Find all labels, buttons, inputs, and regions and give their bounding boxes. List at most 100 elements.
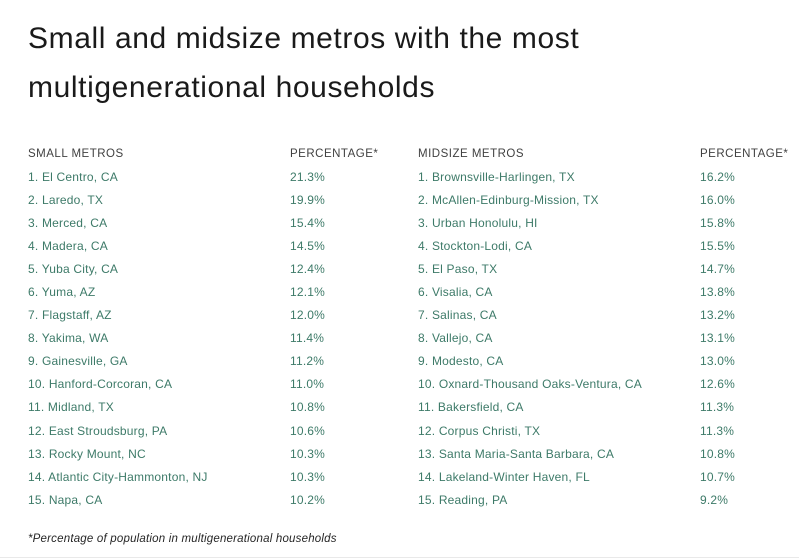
percentage-value: 13.0% <box>700 354 736 369</box>
percentage-value: 11.2% <box>290 354 325 369</box>
table-row: 5. Yuba City, CA 12.4% <box>28 257 418 280</box>
table-row: 2. McAllen-Edinburg-Mission, TX 16.0% <box>418 188 788 211</box>
percentage-value: 12.4% <box>290 261 326 276</box>
metro-label: 14. Atlantic City-Hammonton, NJ <box>28 469 208 484</box>
table-row: 8. Yakima, WA 11.4% <box>28 327 418 350</box>
footnote: *Percentage of population in multigenera… <box>28 533 337 546</box>
midsize-metros-table-header: MIDSIZE METROS PERCENTAGE* <box>418 142 788 165</box>
percentage-value: 9.2% <box>700 492 729 507</box>
metro-label: 15. Reading, PA <box>418 492 508 507</box>
metro-label: 5. El Paso, TX <box>418 261 498 276</box>
small-metros-table-header: SMALL METROS PERCENTAGE* <box>28 142 418 165</box>
small-metros-table-body: 1. El Centro, CA 21.3% 2. Laredo, TX 19.9% 3… <box>28 165 418 511</box>
percentage-value: 11.3% <box>700 423 735 438</box>
metro-label: 7. Flagstaff, AZ <box>28 308 112 323</box>
percentage-value: 14.7% <box>700 261 736 276</box>
percentage-value: 16.0% <box>700 192 736 207</box>
percentage-value: 10.6% <box>290 423 326 438</box>
metro-label: 2. Laredo, TX <box>28 192 104 207</box>
percentage-value: 13.2% <box>700 308 736 323</box>
percentage-value: 10.8% <box>290 400 326 415</box>
percentage-value: 11.3% <box>700 400 735 415</box>
table-row: 8. Vallejo, CA 13.1% <box>418 327 788 350</box>
metro-label: 12. Corpus Christi, TX <box>418 423 541 438</box>
midsize-metros-table: MIDSIZE METROS PERCENTAGE* 1. Brownsvill… <box>418 142 788 511</box>
percentage-value: 12.0% <box>290 308 326 323</box>
page-title-line-1: Small and midsize metros with the most <box>28 22 580 55</box>
metro-label: 6. Visalia, CA <box>418 285 493 300</box>
percentage-value: 21.3% <box>290 169 326 184</box>
table-row: 2. Laredo, TX 19.9% <box>28 188 418 211</box>
table-row: 4. Stockton-Lodi, CA 15.5% <box>418 234 788 257</box>
metro-label: 9. Gainesville, GA <box>28 354 128 369</box>
metro-label: 4. Stockton-Lodi, CA <box>418 238 533 253</box>
percentage-value: 11.4% <box>290 331 325 346</box>
metro-label: 12. East Stroudsburg, PA <box>28 423 168 438</box>
table-row: 7. Flagstaff, AZ 12.0% <box>28 304 418 327</box>
metro-label: 11. Bakersfield, CA <box>418 400 524 415</box>
table-row: 15. Reading, PA 9.2% <box>418 488 788 511</box>
table-row: 7. Salinas, CA 13.2% <box>418 304 788 327</box>
table-row: 9. Modesto, CA 13.0% <box>418 350 788 373</box>
percentage-value: 11.0% <box>290 377 325 392</box>
table-row: 9. Gainesville, GA 11.2% <box>28 350 418 373</box>
metro-label: 9. Modesto, CA <box>418 354 504 369</box>
table-row: 3. Merced, CA 15.4% <box>28 211 418 234</box>
small-percentage-column-header: PERCENTAGE* <box>290 147 379 160</box>
metro-label: 6. Yuma, AZ <box>28 285 96 300</box>
percentage-value: 10.7% <box>700 469 736 484</box>
metro-label: 15. Napa, CA <box>28 492 103 507</box>
table-row: 15. Napa, CA 10.2% <box>28 488 418 511</box>
tables-container: SMALL METROS PERCENTAGE* 1. El Centro, C… <box>28 142 788 511</box>
metro-label: 13. Santa Maria-Santa Barbara, CA <box>418 446 615 461</box>
metro-label: 14. Lakeland-Winter Haven, FL <box>418 469 590 484</box>
metro-label: 10. Oxnard-Thousand Oaks-Ventura, CA <box>418 377 642 392</box>
page-title-line-2: multigenerational households <box>28 71 436 104</box>
table-row: 14. Lakeland-Winter Haven, FL 10.7% <box>418 465 788 488</box>
metro-label: 10. Hanford-Corcoran, CA <box>28 377 173 392</box>
table-row: 5. El Paso, TX 14.7% <box>418 257 788 280</box>
metro-label: 8. Vallejo, CA <box>418 331 493 346</box>
percentage-value: 14.5% <box>290 238 326 253</box>
metro-label: 7. Salinas, CA <box>418 308 497 323</box>
metro-label: 1. Brownsville-Harlingen, TX <box>418 169 575 184</box>
table-row: 4. Madera, CA 14.5% <box>28 234 418 257</box>
table-row: 10. Hanford-Corcoran, CA 11.0% <box>28 373 418 396</box>
metro-label: 2. McAllen-Edinburg-Mission, TX <box>418 192 599 207</box>
midsize-metros-table-body: 1. Brownsville-Harlingen, TX 16.2% 2. McAl… <box>418 165 788 511</box>
table-row: 13. Santa Maria-Santa Barbara, CA 10.8% <box>418 442 788 465</box>
percentage-value: 19.9% <box>290 192 326 207</box>
percentage-value: 16.2% <box>700 169 736 184</box>
table-row: 11. Midland, TX 10.8% <box>28 396 418 419</box>
metro-label: 13. Rocky Mount, NC <box>28 446 146 461</box>
small-metros-column-header: SMALL METROS <box>28 147 124 160</box>
table-row: 10. Oxnard-Thousand Oaks-Ventura, CA 12.6… <box>418 373 788 396</box>
percentage-value: 12.6% <box>700 377 736 392</box>
table-row: 14. Atlantic City-Hammonton, NJ 10.3% <box>28 465 418 488</box>
midsize-percentage-column-header: PERCENTAGE* <box>700 147 789 160</box>
small-metros-table: SMALL METROS PERCENTAGE* 1. El Centro, C… <box>28 142 418 511</box>
table-row: 13. Rocky Mount, NC 10.3% <box>28 442 418 465</box>
percentage-value: 10.2% <box>290 492 326 507</box>
metro-label: 8. Yakima, WA <box>28 331 109 346</box>
percentage-value: 10.3% <box>290 446 326 461</box>
table-row: 12. East Stroudsburg, PA 10.6% <box>28 419 418 442</box>
metro-label: 1. El Centro, CA <box>28 169 118 184</box>
table-row: 3. Urban Honolulu, HI 15.8% <box>418 211 788 234</box>
table-row: 1. El Centro, CA 21.3% <box>28 165 418 188</box>
percentage-value: 15.4% <box>290 215 326 230</box>
table-row: 6. Visalia, CA 13.8% <box>418 280 788 303</box>
table-row: 11. Bakersfield, CA 11.3% <box>418 396 788 419</box>
metro-label: 3. Urban Honolulu, HI <box>418 215 538 230</box>
percentage-value: 15.8% <box>700 215 736 230</box>
percentage-value: 10.3% <box>290 469 326 484</box>
table-row: 6. Yuma, AZ 12.1% <box>28 280 418 303</box>
midsize-metros-column-header: MIDSIZE METROS <box>418 147 525 160</box>
percentage-value: 13.8% <box>700 285 736 300</box>
metro-label: 5. Yuba City, CA <box>28 261 119 276</box>
table-row: 1. Brownsville-Harlingen, TX 16.2% <box>418 165 788 188</box>
percentage-value: 10.8% <box>700 446 736 461</box>
percentage-value: 15.5% <box>700 238 736 253</box>
metro-label: 3. Merced, CA <box>28 215 108 230</box>
